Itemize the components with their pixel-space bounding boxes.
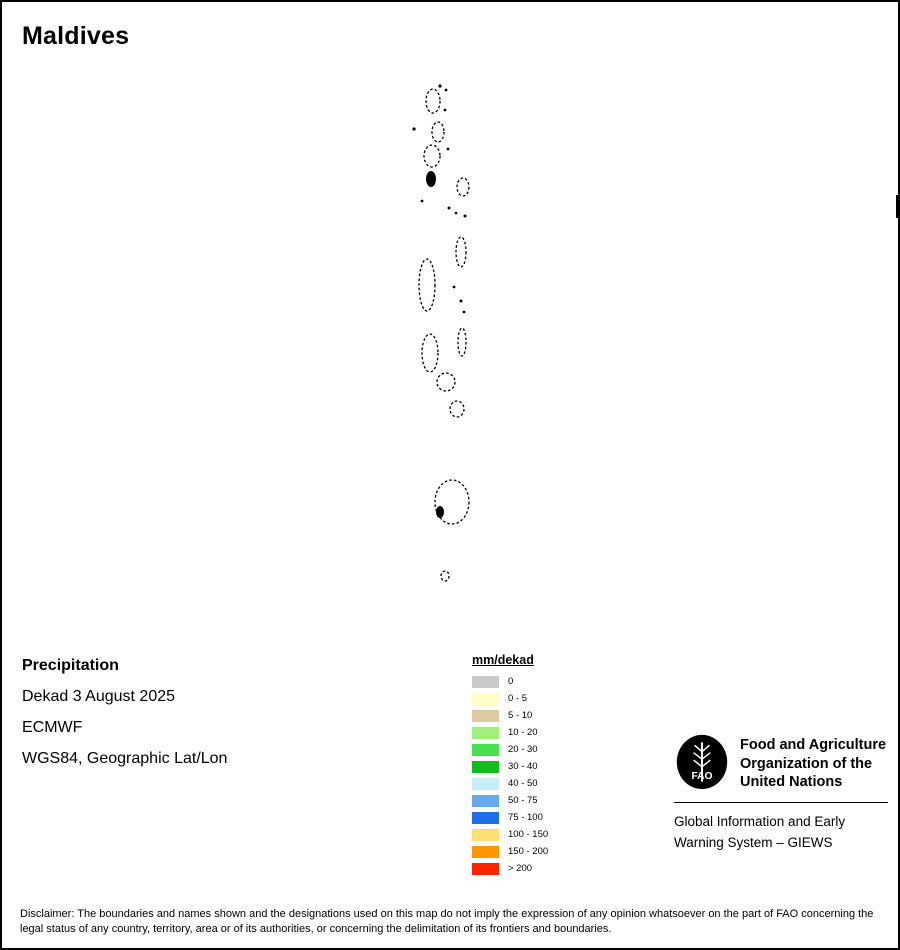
- legend-swatch: [472, 845, 499, 858]
- legend-swatch: [472, 794, 499, 807]
- giews-line: Global Information and Early: [674, 813, 846, 829]
- legend-swatch: [472, 743, 499, 756]
- legend-label: 5 - 10: [508, 710, 533, 721]
- legend-label: > 200: [508, 863, 533, 874]
- map-info-block: Precipitation Dekad 3 August 2025 ECMWF …: [22, 657, 227, 781]
- legend-item: 50 - 75: [472, 792, 548, 809]
- islet-dot: [438, 84, 442, 88]
- fao-logo-icon: FAO: [676, 734, 728, 790]
- atoll-ring: [431, 121, 445, 143]
- legend-swatch: [472, 862, 499, 875]
- legend-label: 20 - 30: [508, 744, 538, 755]
- legend-swatch: [472, 726, 499, 739]
- legend-item: 0: [472, 673, 548, 690]
- island-blob: [436, 506, 444, 518]
- atoll-ring: [457, 327, 467, 357]
- atoll-ring: [421, 333, 439, 373]
- legend: mm/dekad 0 0 - 5 5 - 10 10 - 20 20 - 30 30 - …: [472, 653, 548, 877]
- islet-dot: [454, 211, 458, 215]
- source-label: ECMWF: [22, 719, 83, 736]
- legend-label: 40 - 50: [508, 778, 538, 789]
- atoll-ring: [425, 88, 441, 114]
- atoll-ring: [434, 479, 470, 525]
- legend-item: 100 - 150: [472, 826, 548, 843]
- atoll-ring: [440, 570, 450, 582]
- legend-title: mm/dekad: [472, 653, 534, 667]
- legend-label: 30 - 40: [508, 761, 538, 772]
- islet-dot: [463, 214, 467, 218]
- islet-dot: [443, 108, 447, 112]
- islet-dot: [452, 285, 456, 289]
- page-title: Maldives: [22, 22, 130, 50]
- fao-logo-text: FAO: [691, 771, 712, 782]
- legend-items: 0 0 - 5 5 - 10 10 - 20 20 - 30 30 - 40 40 - 50…: [472, 673, 548, 877]
- legend-label: 100 - 150: [508, 829, 549, 840]
- legend-label: 10 - 20: [508, 727, 538, 738]
- legend-item: 0 - 5: [472, 690, 548, 707]
- legend-label: 0 - 5: [508, 693, 528, 704]
- legend-swatch: [472, 692, 499, 705]
- legend-item: 5 - 10: [472, 707, 548, 724]
- disclaimer-text: Disclaimer: The boundaries and names sho…: [20, 908, 874, 935]
- legend-item: 20 - 30: [472, 741, 548, 758]
- legend-item: > 200: [472, 860, 548, 877]
- legend-swatch: [472, 828, 499, 841]
- islet-dot: [446, 147, 450, 151]
- legend-label: 0: [508, 676, 514, 687]
- atoll-ring: [436, 372, 456, 392]
- giews-line: Warning System – GIEWS: [674, 834, 833, 850]
- fao-block: FAO Food and Agriculture Organization of…: [674, 733, 888, 853]
- legend-swatch: [472, 760, 499, 773]
- legend-item: 150 - 200: [472, 843, 548, 860]
- atoll-ring: [455, 236, 467, 268]
- islet-dot: [444, 88, 448, 92]
- projection-label: WGS84, Geographic Lat/Lon: [22, 750, 228, 767]
- legend-item: 30 - 40: [472, 758, 548, 775]
- fao-org-name: Food and Agriculture Organization of the…: [740, 733, 886, 792]
- fao-separator: [674, 801, 888, 803]
- legend-label: 75 - 100: [508, 812, 543, 823]
- atoll-ring: [423, 144, 441, 168]
- legend-swatch: [472, 675, 499, 688]
- legend-swatch: [472, 811, 499, 824]
- fao-org-line: Organization of the: [740, 755, 873, 772]
- legend-item: 75 - 100: [472, 809, 548, 826]
- island-blob: [426, 171, 436, 187]
- legend-swatch: [472, 709, 499, 722]
- islet-dot: [447, 206, 451, 210]
- legend-item: 40 - 50: [472, 775, 548, 792]
- precipitation-label: Precipitation: [22, 657, 119, 674]
- islet-dot: [459, 299, 463, 303]
- legend-item: 10 - 20: [472, 724, 548, 741]
- legend-label: 150 - 200: [508, 846, 549, 857]
- dekad-label: Dekad 3 August 2025: [22, 688, 176, 705]
- legend-label: 50 - 75: [508, 795, 538, 806]
- legend-swatch: [472, 777, 499, 790]
- atoll-ring: [449, 400, 465, 418]
- fao-org-line: United Nations: [740, 774, 843, 790]
- fao-org-line: Food and Agriculture: [740, 737, 887, 753]
- islet-dot: [412, 127, 416, 131]
- islet-dot: [420, 199, 424, 203]
- map-edge-land: [896, 195, 898, 218]
- atoll-ring: [418, 258, 436, 312]
- atoll-ring: [456, 177, 470, 197]
- islet-dot: [462, 310, 466, 314]
- giews-name: Global Information and Early Warning Sys…: [674, 811, 888, 853]
- fao-header: FAO Food and Agriculture Organization of…: [674, 733, 888, 792]
